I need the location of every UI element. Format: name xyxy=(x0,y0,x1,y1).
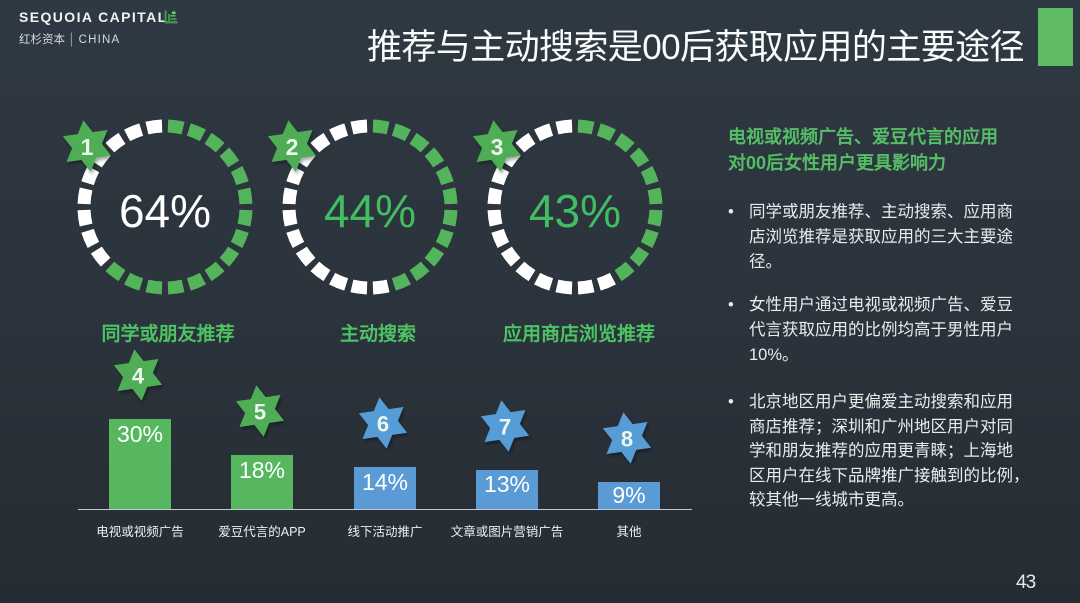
svg-text:5: 5 xyxy=(254,400,266,425)
svg-text:1: 1 xyxy=(81,134,94,160)
svg-text:4: 4 xyxy=(132,364,145,389)
svg-text:7: 7 xyxy=(499,415,511,440)
svg-text:8: 8 xyxy=(621,427,633,452)
svg-text:2: 2 xyxy=(286,134,299,160)
svg-text:6: 6 xyxy=(377,412,389,437)
svg-text:3: 3 xyxy=(491,134,504,160)
